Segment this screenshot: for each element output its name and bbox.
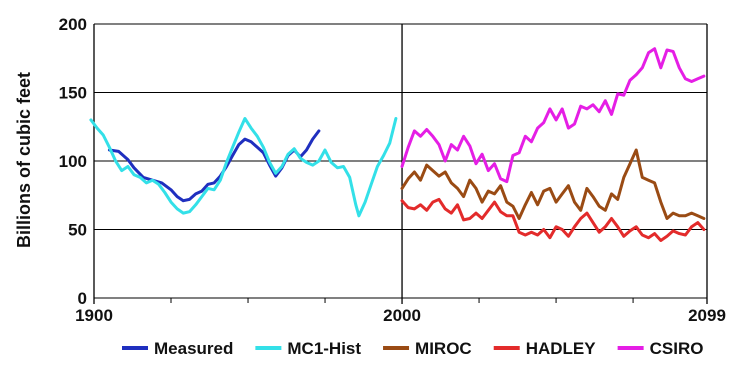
x-tick-label: 1900: [75, 306, 113, 325]
series-line-csiro: [400, 47, 706, 184]
series-line-hadley: [400, 197, 706, 242]
y-tick-label: 200: [59, 15, 87, 34]
series-line-mc1-hist: [89, 117, 398, 218]
y-tick-label: 50: [68, 221, 87, 240]
x-tick-label: 2099: [688, 306, 726, 325]
y-axis-label: Billions of cubic feet: [14, 72, 34, 248]
tick-labels: 0 50 100 150 200 1900 2000 2099: [59, 15, 726, 325]
series-line-miroc: [400, 148, 706, 220]
legend-label-measured: Measured: [154, 339, 233, 358]
y-tick-label: 150: [59, 84, 87, 103]
legend-label-csiro: CSIRO: [650, 339, 704, 358]
legend-label-mc1-hist: MC1-Hist: [287, 339, 361, 358]
legend-label-hadley: HADLEY: [526, 339, 597, 358]
series-lines: [89, 47, 706, 242]
y-tick-label: 0: [78, 289, 87, 308]
legend: Measured MC1-Hist MIROC HADLEY CSIRO: [122, 339, 703, 358]
y-tick-label: 100: [59, 152, 87, 171]
x-tick-label: 2000: [383, 306, 421, 325]
legend-label-miroc: MIROC: [415, 339, 472, 358]
axes: [93, 24, 708, 304]
gridlines: [94, 23, 707, 299]
